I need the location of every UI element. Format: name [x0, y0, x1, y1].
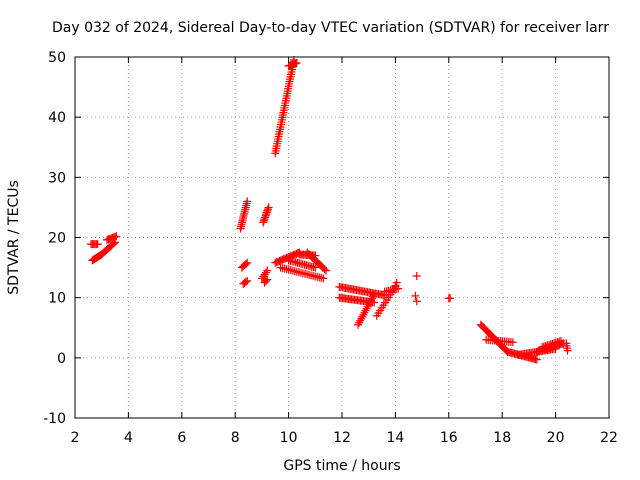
data-point-iso-a — [392, 278, 401, 287]
x-tick-label: 20 — [547, 430, 565, 446]
data-point-iso-c — [412, 272, 421, 281]
data-point-low-8c — [241, 277, 250, 286]
data-point-early-d — [112, 232, 121, 241]
chart-title: Day 032 of 2024, Sidereal Day-to-day VTE… — [52, 20, 609, 36]
data-point-noon-c — [363, 302, 372, 311]
y-tick-label: 30 — [48, 170, 66, 186]
data-point-iso-b — [411, 291, 420, 300]
y-tick-label: 40 — [48, 110, 66, 126]
data-point-spike-top — [292, 59, 301, 68]
data-point-rise-8a — [243, 197, 252, 206]
y-tick-label: 20 — [48, 231, 66, 247]
y-tick-label: 10 — [48, 291, 66, 307]
x-tick-label: 10 — [280, 430, 298, 446]
data-point-low-9c — [263, 275, 272, 284]
data-point-low-9b — [263, 266, 272, 275]
data-point-low-8b — [243, 258, 252, 267]
data-point-noon-c — [354, 320, 363, 329]
data-point-low-8b — [241, 259, 250, 268]
data-point-noon-c — [366, 296, 375, 305]
x-tick-label: 2 — [71, 430, 80, 446]
axes: 2 4 6 8 10 12 14 16 18 20 22 -10 0 10 20 30 40 50 — [43, 50, 618, 446]
data-point-late-b — [508, 338, 517, 347]
data-point-noon-c — [360, 308, 369, 317]
x-tick-label: 16 — [440, 430, 458, 446]
data-point-iso-d — [446, 294, 455, 303]
data-point-noon-c — [370, 290, 379, 299]
data-point-late-f — [556, 336, 565, 345]
data-point-noon-c — [355, 318, 364, 327]
data-point-iso-b — [412, 297, 421, 306]
data-point-low-9c — [261, 277, 270, 286]
data-point-noon-c — [367, 294, 376, 303]
data-point-noon-c — [364, 300, 373, 309]
data-point-noon-c — [368, 292, 377, 301]
data-point-noon-c — [358, 312, 367, 321]
data-point-hump-e — [311, 263, 320, 272]
data-point-rise-9a — [264, 203, 273, 212]
y-tick-label: -10 — [43, 411, 66, 427]
data-point-noon-c — [362, 304, 371, 313]
data-point-hump-c — [320, 265, 329, 274]
data-points — [87, 56, 572, 364]
x-tick-label: 18 — [493, 430, 511, 446]
data-point-low-9b — [261, 268, 270, 277]
y-tick-label: 0 — [57, 351, 66, 367]
x-tick-label: 14 — [386, 430, 404, 446]
x-tick-label: 8 — [231, 430, 240, 446]
data-point-noon-c — [361, 306, 370, 315]
data-point-late-g — [563, 346, 572, 355]
y-tick-label: 50 — [48, 50, 66, 66]
data-point-hump-d — [319, 274, 328, 283]
data-point-noon-c — [356, 316, 365, 325]
x-tick-label: 12 — [333, 430, 351, 446]
y-axis-label: SDTVAR / TECUs — [6, 180, 22, 295]
data-point-noon-c — [359, 310, 368, 319]
data-point-hump-c — [321, 266, 330, 275]
x-tick-label: 4 — [124, 430, 133, 446]
grid — [75, 57, 609, 418]
x-tick-label: 6 — [177, 430, 186, 446]
data-point-early-a — [93, 240, 102, 249]
data-point-late-c — [532, 355, 541, 364]
data-point-noon-c — [365, 298, 374, 307]
data-point-low-8c — [243, 276, 252, 285]
x-axis-label: GPS time / hours — [283, 458, 400, 474]
data-point-noon-c — [357, 314, 366, 323]
x-tick-label: 22 — [600, 430, 618, 446]
